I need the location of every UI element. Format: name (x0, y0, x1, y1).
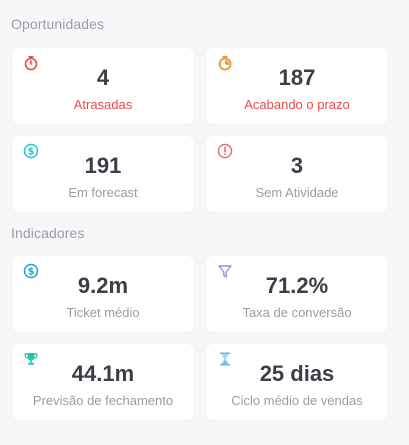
hourglass-icon (217, 351, 233, 367)
forecast-label: Em forecast (68, 185, 138, 200)
svg-text:$: $ (28, 146, 35, 157)
closing-forecast-label: Previsão de fechamento (32, 393, 174, 408)
card-conversion-rate[interactable]: 71.2% Taxa de conversão (206, 256, 388, 332)
no-activity-label: Sem Atividade (255, 185, 339, 200)
dollar-circle-icon: $ (23, 263, 39, 279)
ending-deadline-count: 187 (278, 65, 316, 90)
sales-cycle-value: 25 dias (259, 361, 335, 386)
card-forecast[interactable]: $ 191 Em forecast (12, 136, 194, 212)
card-closing-forecast[interactable]: 44.1m Previsão de fechamento (12, 344, 194, 420)
funnel-icon (217, 263, 233, 279)
conversion-rate-label: Taxa de conversão (242, 305, 352, 320)
closing-forecast-value: 44.1m (71, 361, 135, 386)
section-title-indicators: Indicadores (11, 225, 85, 241)
sales-cycle-label: Ciclo médio de vendas (231, 393, 363, 408)
card-sales-cycle[interactable]: 25 dias Ciclo médio de vendas (206, 344, 388, 420)
card-late[interactable]: 4 Atrasadas (12, 48, 194, 124)
no-activity-count: 3 (290, 153, 304, 178)
timer-icon (217, 55, 233, 71)
late-count: 4 (96, 65, 110, 90)
alert-circle-icon (217, 143, 233, 159)
card-ending-deadline[interactable]: 187 Acabando o prazo (206, 48, 388, 124)
conversion-rate-value: 71.2% (265, 273, 329, 298)
average-ticket-label: Ticket médio (66, 305, 140, 320)
average-ticket-value: 9.2m (77, 273, 129, 298)
stopwatch-icon (23, 55, 39, 71)
card-no-activity[interactable]: 3 Sem Atividade (206, 136, 388, 212)
forecast-count: 191 (84, 153, 122, 178)
late-label: Atrasadas (73, 97, 133, 112)
trophy-icon (23, 351, 39, 367)
ending-deadline-label: Acabando o prazo (244, 97, 350, 112)
card-average-ticket[interactable]: $ 9.2m Ticket médio (12, 256, 194, 332)
dollar-circle-icon: $ (23, 143, 39, 159)
svg-text:$: $ (28, 266, 35, 277)
section-title-opportunities: Oportunidades (11, 16, 105, 32)
